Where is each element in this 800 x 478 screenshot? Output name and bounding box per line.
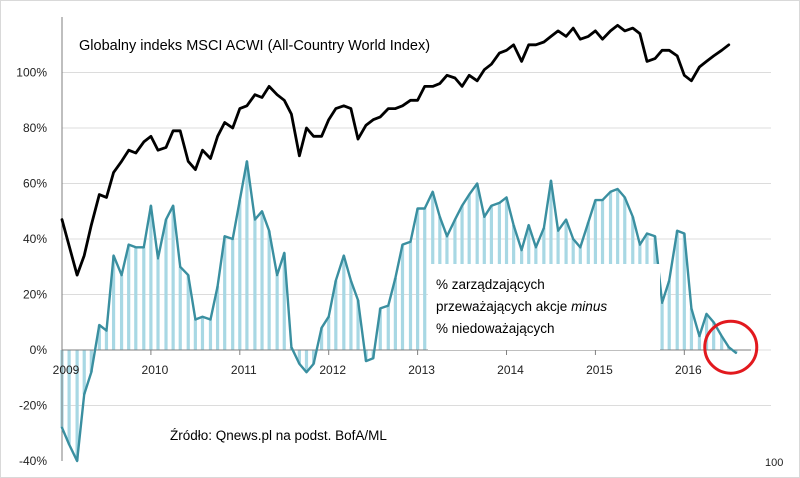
y-tick-label: -40% — [19, 454, 47, 468]
series-bar — [200, 316, 205, 350]
y-tick-label: 20% — [23, 288, 47, 302]
series-bar — [156, 258, 160, 350]
series-bar — [311, 350, 316, 364]
series-bar — [704, 313, 709, 350]
series-label-line-1: % zarządzających — [436, 277, 545, 292]
series-bar — [378, 308, 382, 350]
series-bar — [400, 244, 405, 350]
series-bar — [667, 280, 671, 350]
series-bar — [327, 316, 331, 350]
series-bar — [697, 336, 702, 350]
series-bar — [319, 327, 324, 350]
series-label-line-3: % niedoważających — [436, 321, 555, 336]
line-series — [60, 23, 738, 463]
series-bar — [171, 205, 175, 350]
y-tick-label: 0% — [30, 343, 48, 357]
series-bar — [423, 208, 427, 350]
series-bar — [82, 350, 86, 395]
x-tick-label: 2009 — [53, 363, 80, 377]
series-bar — [111, 255, 116, 350]
series-bar — [119, 275, 124, 350]
y-tick-label: 60% — [23, 177, 47, 191]
msci-index-line — [60, 23, 731, 277]
series-label-line-2-emph: minus — [571, 299, 607, 314]
x-tick-label: 2016 — [675, 363, 702, 377]
y-tick-label: 40% — [23, 232, 47, 246]
series-bar — [193, 319, 197, 350]
series-bar — [342, 255, 346, 350]
series-bar — [297, 350, 301, 364]
series-bar — [282, 252, 286, 350]
series-bar — [186, 275, 190, 350]
y-tick-label: 80% — [23, 121, 47, 135]
highlight-circle — [703, 319, 759, 375]
series-bar — [393, 277, 397, 350]
corner-label: 100 — [765, 457, 783, 469]
series-bar — [67, 350, 71, 445]
series-bar — [356, 300, 360, 350]
series-bar — [304, 350, 309, 373]
y-tick-label: 100% — [16, 66, 47, 80]
x-tick-label: 2010 — [142, 363, 169, 377]
series-bar — [334, 280, 338, 350]
series-bar — [208, 319, 213, 350]
chart-title: Globalny indeks MSCI ACWI (All-Country W… — [79, 38, 430, 54]
x-tick-label: 2013 — [408, 363, 435, 377]
series-bar — [231, 239, 235, 350]
series-bar — [134, 247, 138, 350]
series-bar — [408, 241, 413, 350]
series-bar — [712, 322, 716, 350]
axes: -40% -20% 0% 20% 40% 60% 80% 100% 2009 2010 2011 20… — [16, 17, 751, 468]
series-bar — [215, 286, 220, 350]
series-bar — [416, 208, 420, 350]
series-bar — [97, 325, 101, 350]
series-bar — [267, 230, 271, 350]
series-bar — [675, 230, 679, 350]
series-bar — [682, 233, 686, 350]
series-label-line-2-prefix: przeważających akcje — [436, 299, 571, 314]
series-bar — [275, 275, 279, 350]
series-bar — [127, 244, 131, 350]
series-bar — [164, 219, 168, 350]
series-bar — [245, 161, 249, 350]
series-label-line-2: przeważających akcje minus — [436, 299, 607, 314]
x-tick-label: 2014 — [497, 363, 524, 377]
series-bar — [660, 302, 664, 350]
series-bar — [260, 211, 264, 350]
series-bar — [104, 330, 109, 350]
series-bar — [89, 350, 93, 373]
series-bar — [149, 205, 153, 350]
series-bar — [386, 305, 390, 350]
series-bar — [349, 280, 353, 350]
source-note: Źródło: Qnews.pl na podst. BofA/ML — [170, 428, 387, 443]
series-bar — [223, 236, 227, 350]
series-bar — [75, 350, 79, 461]
series-bar — [142, 247, 146, 350]
x-tick-label: 2012 — [319, 363, 346, 377]
annotation-box — [428, 264, 660, 350]
x-tick-label: 2015 — [586, 363, 613, 377]
series-bar — [238, 200, 242, 350]
series-bar — [253, 219, 257, 350]
series-bar — [178, 266, 182, 350]
series-bar — [689, 308, 694, 350]
series-bar — [720, 336, 724, 350]
y-tick-label: -20% — [19, 399, 47, 413]
x-tick-label: 2011 — [231, 363, 257, 377]
manager-allocation-line — [60, 160, 738, 463]
